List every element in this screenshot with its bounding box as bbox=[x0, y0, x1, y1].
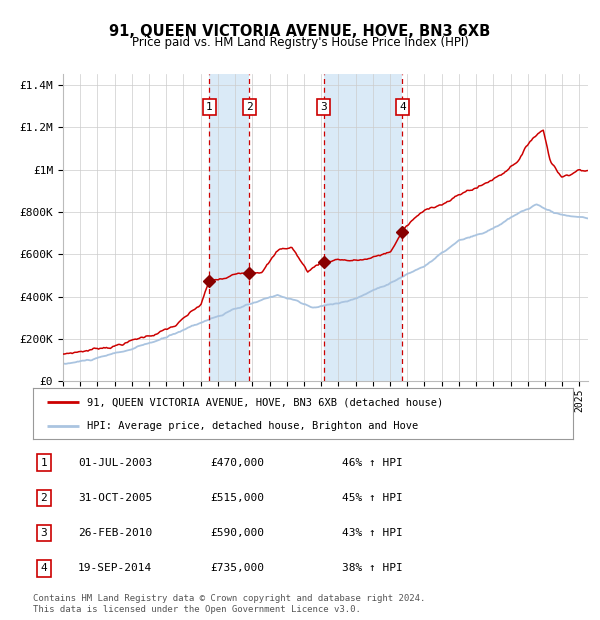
Bar bbox=[209, 74, 250, 381]
Text: Price paid vs. HM Land Registry's House Price Index (HPI): Price paid vs. HM Land Registry's House … bbox=[131, 36, 469, 49]
Text: 91, QUEEN VICTORIA AVENUE, HOVE, BN3 6XB (detached house): 91, QUEEN VICTORIA AVENUE, HOVE, BN3 6XB… bbox=[87, 397, 443, 407]
Text: £735,000: £735,000 bbox=[210, 564, 264, 574]
Bar bbox=[324, 74, 403, 381]
Text: £515,000: £515,000 bbox=[210, 493, 264, 503]
Text: 45% ↑ HPI: 45% ↑ HPI bbox=[342, 493, 403, 503]
Text: 1: 1 bbox=[40, 458, 47, 467]
Text: HPI: Average price, detached house, Brighton and Hove: HPI: Average price, detached house, Brig… bbox=[87, 421, 418, 432]
Text: 2: 2 bbox=[40, 493, 47, 503]
Text: 01-JUL-2003: 01-JUL-2003 bbox=[78, 458, 152, 467]
Text: Contains HM Land Registry data © Crown copyright and database right 2024.
This d: Contains HM Land Registry data © Crown c… bbox=[33, 595, 425, 614]
Text: 4: 4 bbox=[40, 564, 47, 574]
Text: 46% ↑ HPI: 46% ↑ HPI bbox=[342, 458, 403, 467]
Text: 1: 1 bbox=[206, 102, 212, 112]
Text: 43% ↑ HPI: 43% ↑ HPI bbox=[342, 528, 403, 538]
Text: 31-OCT-2005: 31-OCT-2005 bbox=[78, 493, 152, 503]
Text: 38% ↑ HPI: 38% ↑ HPI bbox=[342, 564, 403, 574]
Text: 3: 3 bbox=[40, 528, 47, 538]
Text: 91, QUEEN VICTORIA AVENUE, HOVE, BN3 6XB: 91, QUEEN VICTORIA AVENUE, HOVE, BN3 6XB bbox=[109, 24, 491, 38]
Text: 4: 4 bbox=[399, 102, 406, 112]
Text: 26-FEB-2010: 26-FEB-2010 bbox=[78, 528, 152, 538]
Text: £470,000: £470,000 bbox=[210, 458, 264, 467]
Text: 3: 3 bbox=[320, 102, 327, 112]
Text: 2: 2 bbox=[246, 102, 253, 112]
Text: £590,000: £590,000 bbox=[210, 528, 264, 538]
Text: 19-SEP-2014: 19-SEP-2014 bbox=[78, 564, 152, 574]
